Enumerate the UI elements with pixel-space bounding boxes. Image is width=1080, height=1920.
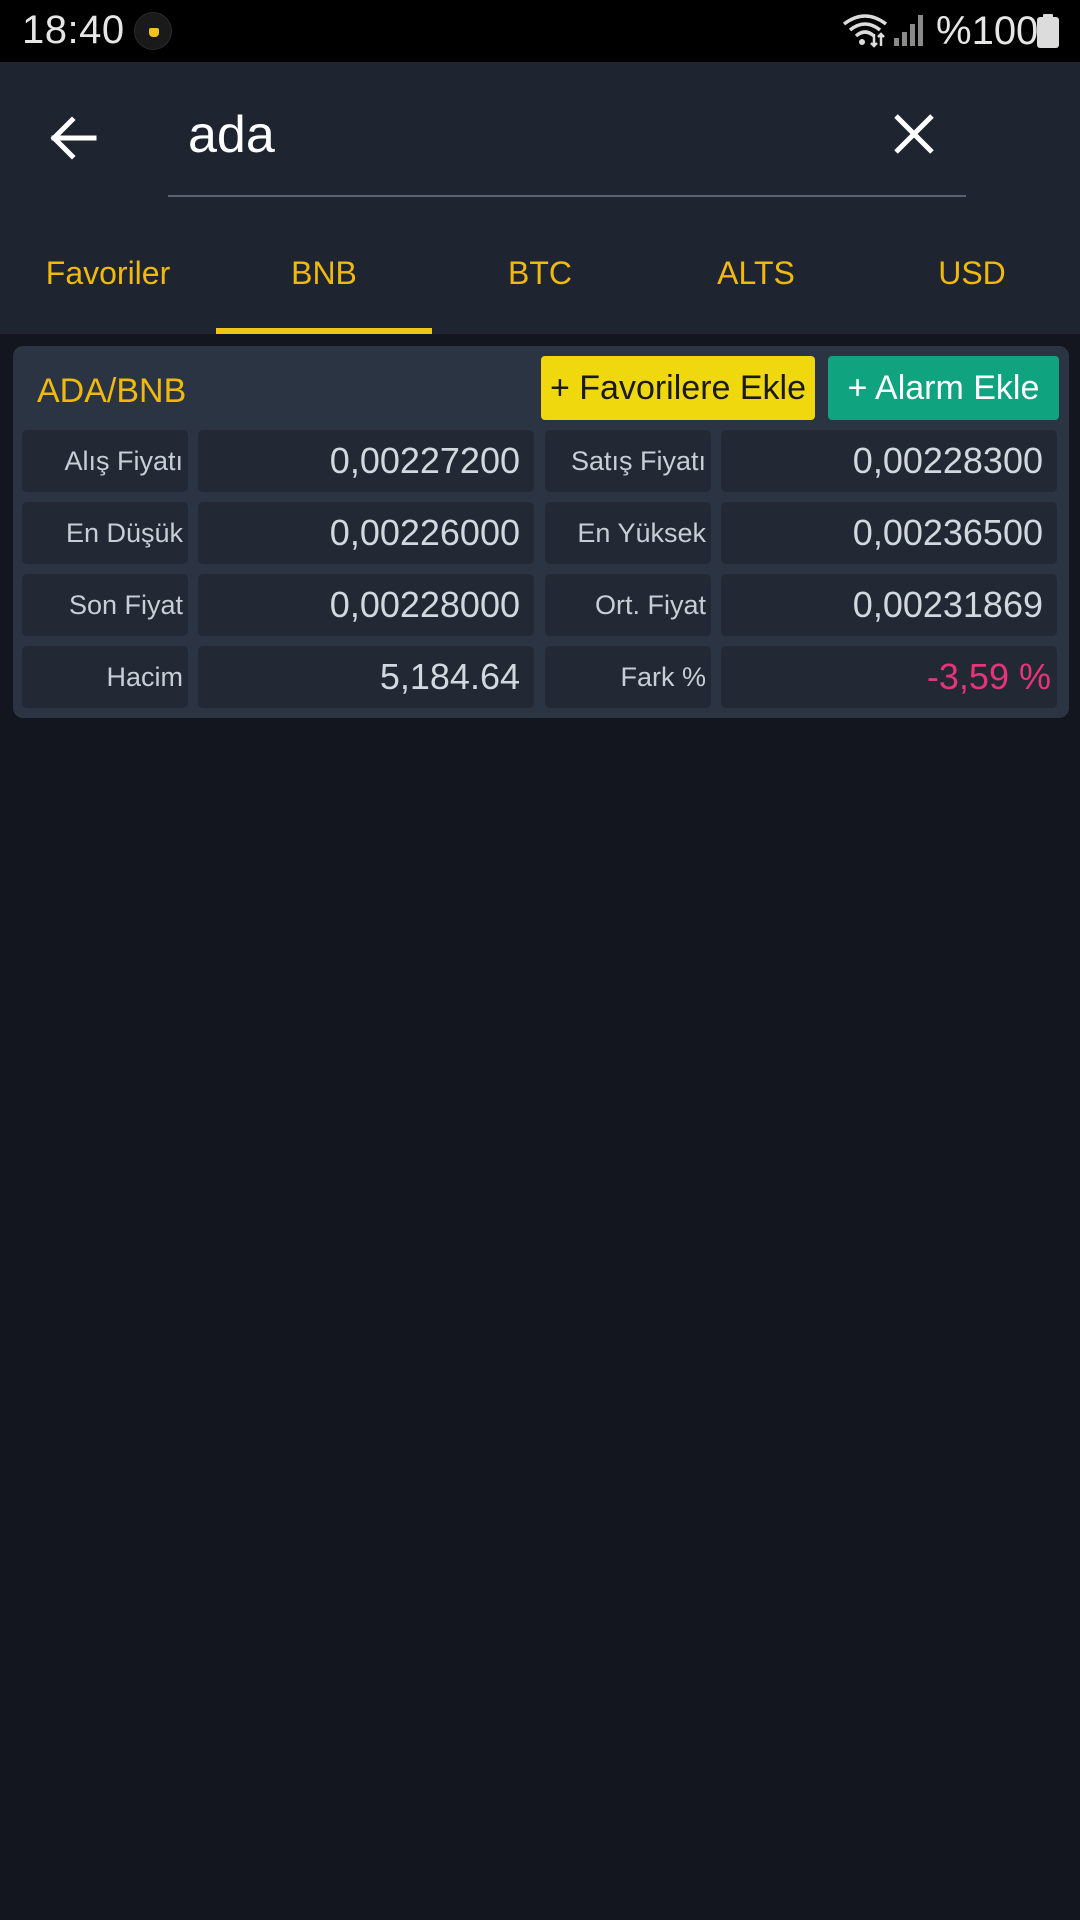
market-card: ADA/BNB + Favorilere Ekle + Alarm Ekle A…	[13, 346, 1069, 718]
price-row: Hacim 5,184.64 Fark % -3,59 %	[22, 646, 1068, 708]
tab-alts[interactable]: ALTS	[717, 254, 795, 291]
tab-bnb[interactable]: BNB	[216, 212, 432, 334]
bid-price-label: Alış Fiyatı	[22, 430, 188, 492]
price-row: En Düşük 0,00226000 En Yüksek 0,00236500	[22, 502, 1068, 564]
ask-price-value: 0,00228300	[721, 430, 1057, 492]
battery-icon	[1037, 14, 1059, 48]
search-bar	[0, 62, 1080, 212]
low-price-label: En Düşük	[22, 502, 188, 564]
app-notification-icon	[134, 12, 172, 50]
change-percent-label: Fark %	[545, 646, 711, 708]
ask-price-label: Satış Fiyatı	[545, 430, 711, 492]
add-favorite-button[interactable]: + Favorilere Ekle	[541, 356, 815, 420]
avg-price-label: Ort. Fiyat	[545, 574, 711, 636]
battery-percentage: %100	[936, 9, 1039, 53]
tab-usd[interactable]: USD	[938, 254, 1006, 291]
add-alarm-button[interactable]: + Alarm Ekle	[828, 356, 1059, 420]
market-tabs: Favoriler BNB BTC ALTS USD	[0, 212, 1080, 334]
status-time: 18:40	[22, 8, 125, 52]
price-row: Alış Fiyatı 0,00227200 Satış Fiyatı 0,00…	[22, 430, 1068, 492]
last-price-value: 0,00228000	[198, 574, 534, 636]
last-price-label: Son Fiyat	[22, 574, 188, 636]
tab-favoriler[interactable]: Favoriler	[45, 254, 171, 291]
pair-title: ADA/BNB	[37, 372, 187, 410]
status-bar: 18:40 %100	[0, 0, 1080, 62]
high-price-label: En Yüksek	[545, 502, 711, 564]
bid-price-value: 0,00227200	[198, 430, 534, 492]
search-underline	[168, 195, 966, 197]
change-percent-value: -3,59 %	[721, 646, 1057, 708]
signal-icon	[894, 15, 923, 46]
search-input[interactable]	[168, 90, 968, 180]
low-price-value: 0,00226000	[198, 502, 534, 564]
price-row: Son Fiyat 0,00228000 Ort. Fiyat 0,002318…	[22, 574, 1068, 636]
wifi-icon	[842, 14, 888, 48]
avg-price-value: 0,00231869	[721, 574, 1057, 636]
back-arrow-icon[interactable]	[44, 108, 104, 168]
volume-value: 5,184.64	[198, 646, 534, 708]
close-icon[interactable]	[886, 106, 942, 162]
tab-btc[interactable]: BTC	[508, 254, 572, 291]
volume-label: Hacim	[22, 646, 188, 708]
high-price-value: 0,00236500	[721, 502, 1057, 564]
